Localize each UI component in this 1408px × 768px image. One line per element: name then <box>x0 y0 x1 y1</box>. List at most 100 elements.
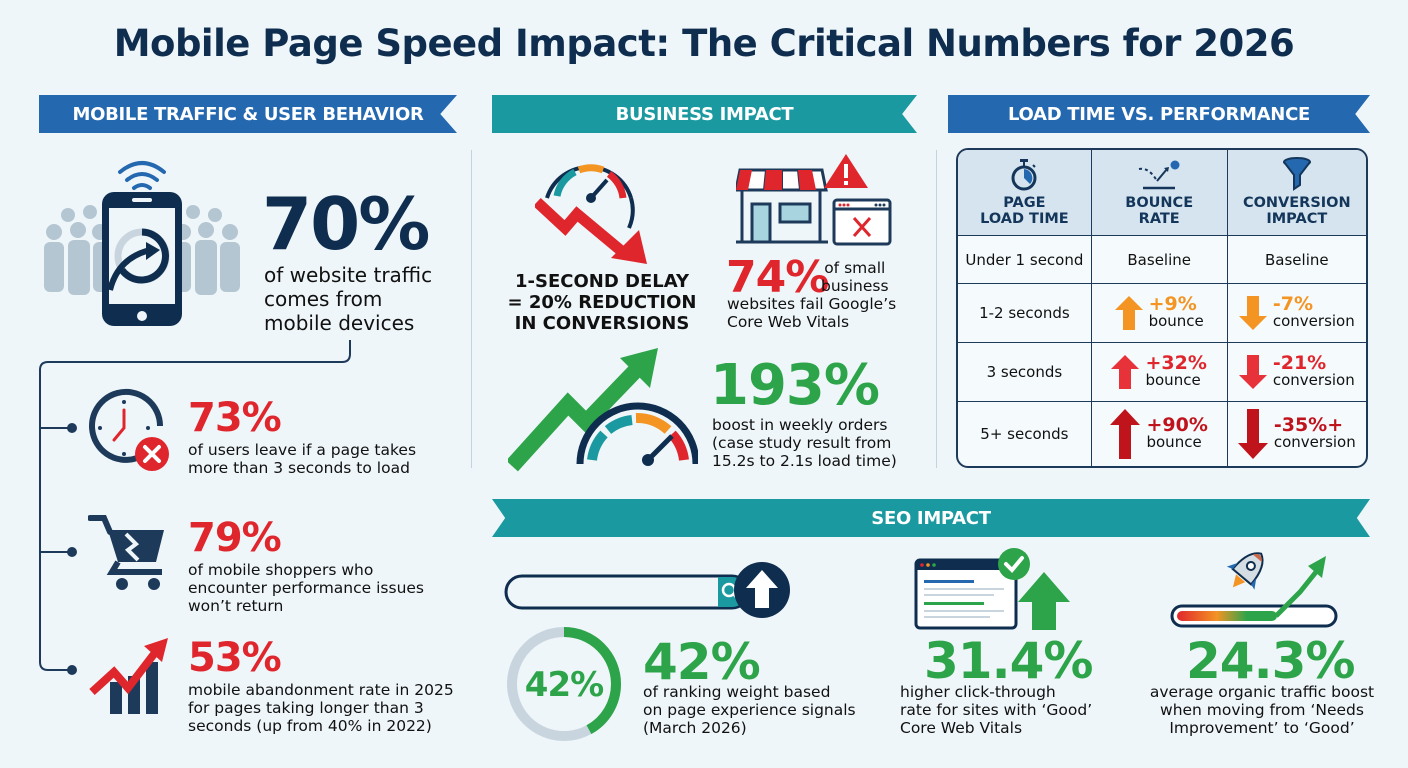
traffic-boost-stat-value: 24.3% <box>1186 632 1355 690</box>
search-rank-up-icon <box>504 562 790 618</box>
table-row: 3 seconds +32% bounce -21% conversion <box>958 343 1366 402</box>
delay-line: = 20% REDUCTION <box>507 292 697 313</box>
desc-line: boost in weekly orders <box>712 416 888 434</box>
bounce-icon <box>1138 160 1180 190</box>
growth-speedometer-icon <box>508 348 698 472</box>
ranking-ring-chart <box>507 627 621 741</box>
cell-conversion: -21% conversion <box>1227 343 1366 402</box>
desc-line: when moving from ‘Needs <box>1160 701 1364 719</box>
desc-line: won’t return <box>188 597 284 615</box>
header-line: RATE <box>1138 211 1180 227</box>
conversion-value: -7% <box>1272 293 1314 315</box>
connector-lines <box>39 340 351 675</box>
cell-conversion: Baseline <box>1227 236 1366 284</box>
desc-line: of small <box>824 259 886 277</box>
desc-line: (March 2026) <box>643 719 747 737</box>
desc-line: for pages taking longer than 3 <box>188 699 424 717</box>
conversion-label: conversion <box>1272 371 1355 389</box>
browser-check-up-icon <box>914 548 1070 630</box>
page-title: Mobile Page Speed Impact: The Critical N… <box>113 22 1295 65</box>
traffic-stat-value: 70% <box>262 182 430 266</box>
funnel-icon <box>1282 157 1311 191</box>
arrow-up-icon <box>1111 355 1140 389</box>
desc-line: Improvement’ to ‘Good’ <box>1169 719 1355 737</box>
banner-business-impact: BUSINESS IMPACT <box>492 95 917 133</box>
rocket-progress-icon <box>1170 552 1338 628</box>
arrow-down-icon <box>1237 409 1268 459</box>
small-business-desc-b: websites fail Google’s Core Web Vitals <box>727 295 896 331</box>
cell-time: 3 seconds <box>958 343 1092 402</box>
desc-line: higher click-through <box>900 683 1056 701</box>
desc-line: Core Web Vitals <box>900 719 1023 737</box>
banner-seo-impact: SEO IMPACT <box>492 499 1370 537</box>
conversion-label: conversion <box>1273 433 1356 451</box>
bounce-label: bounce <box>1145 371 1201 389</box>
arrow-up-icon <box>1114 296 1143 330</box>
ring-label: 42% <box>524 665 604 705</box>
header-line: IMPACT <box>1266 211 1328 227</box>
ranking-stat-value: 42% <box>643 633 761 691</box>
conversion-value: -21% <box>1272 352 1327 374</box>
stat-53-value: 53% <box>188 635 282 681</box>
desc-line: Core Web Vitals <box>727 313 850 331</box>
load-time-table: PAGE LOAD TIME BOUNCE RATE CONVERSION IM… <box>956 148 1368 468</box>
table-row: 5+ seconds +90% bounce -35%+ conversion <box>958 402 1366 466</box>
desc-line: more than 3 seconds to load <box>188 459 410 477</box>
conversion-value: -35%+ <box>1273 414 1344 436</box>
table-row: 1-2 seconds +9% bounce -7% conversion <box>958 284 1366 343</box>
desc-line: average organic traffic boost <box>1149 683 1375 701</box>
ctr-desc: higher click-through rate for sites with… <box>900 683 1092 737</box>
arrow-up-icon <box>1110 409 1141 459</box>
desc-line: comes from <box>264 287 383 311</box>
desc-line: (case study result from <box>712 434 892 452</box>
header-line: LOAD TIME <box>980 211 1069 227</box>
desc-line: of users leave if a page takes <box>188 441 417 459</box>
delay-stat: 1-SECOND DELAY = 20% REDUCTION IN CONVER… <box>502 271 702 334</box>
table-header-row: PAGE LOAD TIME BOUNCE RATE CONVERSION IM… <box>958 150 1366 236</box>
desc-line: mobile devices <box>264 311 415 335</box>
storefront-warning-icon <box>736 154 892 246</box>
table-row: Under 1 second Baseline Baseline <box>958 236 1366 284</box>
delay-line: 1-SECOND DELAY <box>515 271 689 292</box>
desc-line: business <box>821 277 889 295</box>
header-page-load-time: PAGE LOAD TIME <box>958 150 1092 236</box>
traffic-boost-desc: average organic traffic boost when movin… <box>1142 683 1382 737</box>
header-line: CONVERSION <box>1242 195 1351 211</box>
cell-bounce: +9% bounce <box>1091 284 1228 343</box>
arrow-down-icon <box>1238 296 1267 330</box>
ranking-desc: of ranking weight based on page experien… <box>643 683 856 737</box>
speedometer-down-arrow-icon <box>535 164 647 264</box>
orders-desc: boost in weekly orders (case study resul… <box>712 416 897 470</box>
header-line: BOUNCE <box>1125 195 1194 211</box>
cell-conversion: -7% conversion <box>1227 284 1366 343</box>
cell-time: Under 1 second <box>958 236 1092 284</box>
desc-line: of website traffic <box>264 263 433 287</box>
orders-stat-value: 193% <box>710 353 880 418</box>
clock-x-icon <box>89 388 169 471</box>
desc-line: of mobile shoppers who <box>188 561 374 579</box>
banner-load-time: LOAD TIME VS. PERFORMANCE <box>948 95 1370 133</box>
desc-line: on page experience signals <box>643 701 856 719</box>
rising-chart-icon <box>89 638 168 714</box>
bounce-value: +90% <box>1146 414 1208 436</box>
header-line: PAGE <box>1003 195 1046 211</box>
stat-53-desc: mobile abandonment rate in 2025 for page… <box>188 681 454 735</box>
cell-time: 5+ seconds <box>958 402 1092 466</box>
small-business-desc-a: of small business <box>821 259 889 295</box>
column-divider <box>471 150 472 468</box>
stat-73-value: 73% <box>188 395 282 441</box>
cell-time: 1-2 seconds <box>958 284 1092 343</box>
traffic-stat-desc: of website traffic comes from mobile dev… <box>264 263 432 335</box>
stat-79-desc: of mobile shoppers who encounter perform… <box>188 561 424 615</box>
stopwatch-icon <box>1011 159 1037 191</box>
stat-73-desc: of users leave if a page takes more than… <box>188 441 416 477</box>
conversion-label: conversion <box>1272 312 1355 330</box>
desc-line: of ranking weight based <box>643 683 831 701</box>
column-divider <box>936 150 937 468</box>
desc-line: encounter performance issues <box>188 579 425 597</box>
desc-line: seconds (up from 40% in 2022) <box>188 717 432 735</box>
bounce-value: +9% <box>1148 293 1197 315</box>
bounce-label: bounce <box>1146 433 1202 451</box>
ctr-stat-value: 31.4% <box>924 632 1093 690</box>
cell-conversion: -35%+ conversion <box>1228 402 1366 466</box>
